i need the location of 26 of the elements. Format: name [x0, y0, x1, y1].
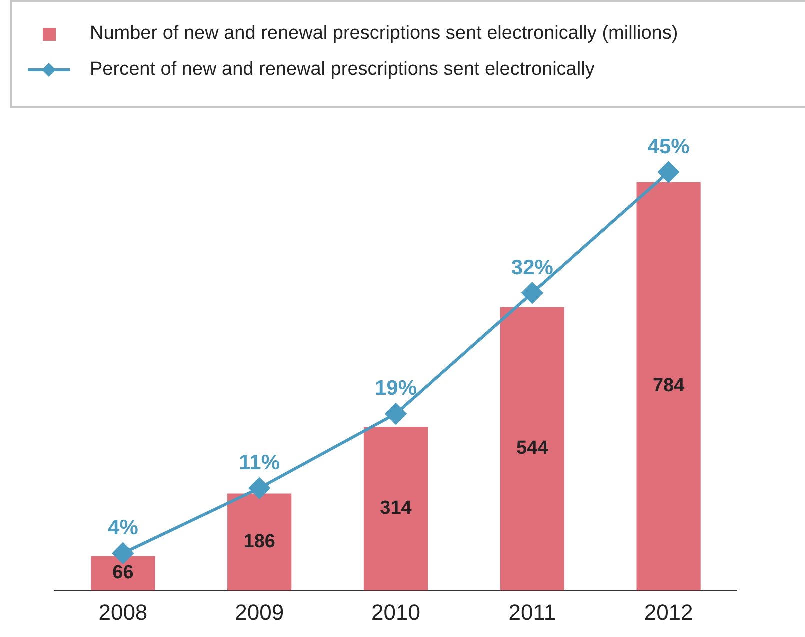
x-tick-label: 2011 — [508, 600, 556, 625]
legend-label: Percent of new and renewal prescriptions sent electronically — [90, 59, 595, 81]
data-label: 66 — [112, 562, 134, 584]
data-label: 19% — [374, 377, 418, 400]
x-tick-label: 2012 — [644, 600, 694, 625]
x-tick-label: 2008 — [98, 600, 148, 625]
bar — [364, 427, 428, 591]
data-label: 32% — [511, 256, 554, 280]
data-label: 11% — [239, 452, 280, 475]
point — [386, 403, 406, 424]
x-tick-label: 2010 — [372, 600, 420, 625]
data-label: 45% — [648, 136, 690, 159]
data-label: 314 — [380, 498, 412, 520]
bar — [500, 307, 564, 591]
data-label: 4% — [108, 516, 139, 540]
bar — [228, 494, 292, 591]
bar — [636, 182, 701, 591]
data-label: 784 — [652, 376, 686, 397]
legend-label: Number of new and renewal prescriptions sent electronically (millions) — [90, 23, 678, 45]
point — [112, 542, 134, 564]
point — [522, 282, 543, 304]
x-tick-label: 2009 — [235, 600, 284, 625]
point — [658, 162, 680, 183]
point — [249, 478, 270, 499]
data-label: 544 — [516, 438, 549, 460]
data-label: 186 — [244, 531, 276, 552]
